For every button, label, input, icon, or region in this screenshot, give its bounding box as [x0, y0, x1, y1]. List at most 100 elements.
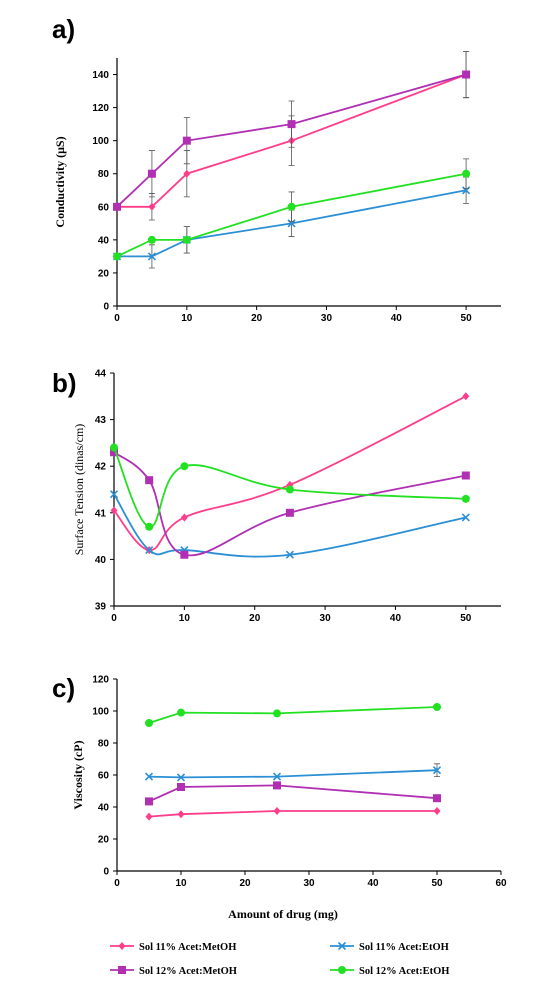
- x-tick-label: 30: [303, 878, 315, 889]
- data-point: [145, 476, 154, 485]
- legend-entry: Sol 11% Acet:EtOH: [330, 941, 449, 953]
- data-point: [287, 219, 296, 228]
- y-tick-label: 43: [95, 415, 107, 426]
- panel-label: b): [52, 368, 77, 398]
- x-tick-label: 20: [251, 313, 263, 324]
- y-tick-label: 100: [92, 707, 109, 718]
- series-line: [113, 493, 467, 558]
- data-point: [183, 169, 191, 178]
- data-point: [433, 703, 441, 711]
- y-tick-label: 42: [95, 462, 107, 473]
- data-point: [432, 766, 442, 775]
- legend-label: Sol 12% Acet:MetOH: [139, 966, 237, 977]
- chart-panel-0: a) 0 10 20 30 40 50 0 20 40 60 80 100 120 140 Conductiv…: [52, 14, 501, 324]
- data-point: [287, 120, 296, 129]
- legend-marker: [337, 941, 347, 951]
- series-line: [113, 395, 467, 551]
- x-tick-label: 30: [321, 313, 333, 324]
- data-point: [462, 70, 471, 79]
- legend-entry: Sol 11% Acet:MetOH: [110, 942, 236, 953]
- data-point: [287, 202, 296, 211]
- data-point: [182, 235, 191, 244]
- x-tick-label: 0: [114, 313, 120, 324]
- y-tick-label: 120: [92, 103, 109, 114]
- y-tick-label: 39: [95, 602, 107, 613]
- series-line: [148, 784, 438, 803]
- y-tick-label: 40: [98, 235, 110, 246]
- legend-label: Sol 12% Acet:EtOH: [359, 966, 449, 977]
- series-line: [148, 810, 437, 818]
- panel-label: c): [52, 673, 75, 703]
- chart-panel-2: c) 0 10 20 30 40 50 60 0 20 40 60 80 100 120 Viscosity …: [52, 673, 507, 921]
- x-tick-label: 40: [390, 613, 402, 624]
- y-tick-label: 100: [92, 136, 109, 147]
- x-tick-label: 60: [495, 878, 507, 889]
- data-point: [110, 448, 118, 457]
- data-point: [177, 810, 185, 819]
- data-point: [109, 490, 119, 499]
- y-tick-label: 60: [98, 202, 110, 213]
- series-line: [148, 706, 438, 724]
- x-tick-label: 50: [461, 313, 473, 324]
- y-tick-label: 140: [92, 70, 109, 81]
- y-tick-label: 80: [98, 169, 110, 180]
- series-3: [145, 703, 441, 727]
- data-point: [433, 794, 441, 803]
- x-tick-label: 20: [239, 878, 251, 889]
- x-tick-label: 0: [114, 878, 120, 889]
- data-point: [180, 462, 189, 471]
- data-point: [180, 550, 189, 559]
- y-tick-label: 120: [92, 675, 109, 686]
- y-axis-label: Conductivity (μS): [53, 136, 67, 227]
- y-tick-label: 40: [95, 555, 107, 566]
- x-tick-label: 20: [249, 613, 261, 624]
- y-tick-label: 80: [98, 739, 110, 750]
- data-point: [110, 443, 118, 452]
- series-line: [113, 451, 467, 557]
- data-point: [462, 392, 470, 401]
- data-point: [285, 550, 294, 559]
- data-point: [147, 169, 156, 178]
- legend-label: Sol 11% Acet:MetOH: [139, 942, 236, 953]
- x-tick-label: 40: [391, 313, 403, 324]
- y-tick-label: 0: [103, 867, 109, 878]
- data-point: [180, 513, 188, 522]
- y-axis-label: Viscosity (cP): [71, 740, 85, 809]
- panel-label: a): [52, 14, 75, 44]
- data-point: [272, 772, 282, 781]
- series-3: [113, 158, 471, 261]
- series-2: [113, 50, 471, 211]
- data-point: [113, 202, 121, 211]
- data-point: [145, 797, 153, 806]
- legend-marker: [338, 966, 346, 974]
- data-point: [177, 783, 185, 791]
- y-tick-label: 20: [98, 835, 110, 846]
- data-point: [273, 807, 281, 815]
- series-2: [110, 448, 470, 559]
- x-tick-label: 10: [175, 878, 187, 889]
- data-point: [145, 812, 153, 821]
- data-point: [147, 235, 156, 244]
- y-tick-label: 41: [95, 508, 107, 519]
- y-tick-label: 60: [98, 771, 110, 782]
- data-point: [273, 781, 281, 790]
- series-1: [112, 176, 471, 269]
- data-point: [461, 471, 470, 480]
- series-1: [144, 763, 442, 782]
- data-point: [462, 169, 471, 178]
- x-tick-label: 50: [460, 613, 472, 624]
- data-point: [145, 719, 153, 727]
- y-tick-label: 40: [98, 803, 110, 814]
- data-point: [177, 708, 185, 717]
- data-point: [285, 485, 294, 494]
- data-point: [461, 494, 470, 503]
- data-point: [147, 252, 156, 261]
- data-point: [433, 807, 441, 815]
- series-0: [145, 807, 441, 821]
- data-point: [113, 252, 121, 261]
- legend-marker: [118, 942, 126, 950]
- x-tick-label: 40: [367, 878, 379, 889]
- x-axis-label: Amount of drug (mg): [228, 907, 338, 921]
- x-tick-label: 30: [320, 613, 332, 624]
- y-tick-label: 0: [103, 302, 109, 313]
